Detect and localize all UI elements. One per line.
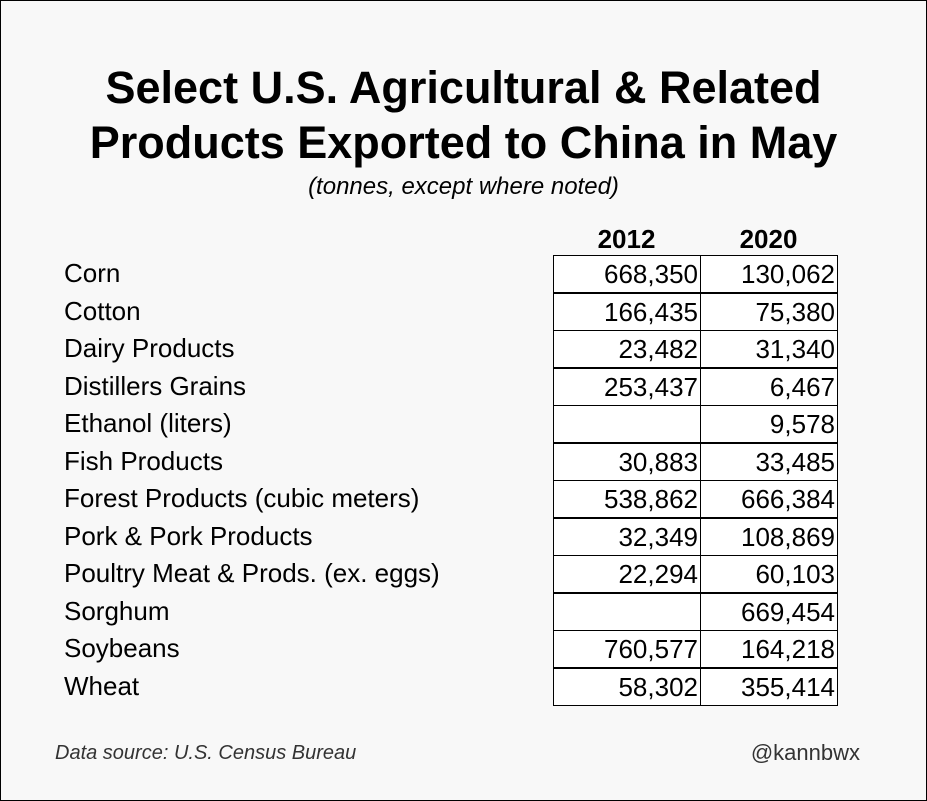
table-row-label: Pork & Pork Products: [64, 521, 313, 551]
table-cell-2020: 130,062: [700, 255, 838, 293]
table-cell-2012: 23,482: [553, 330, 701, 368]
table-cell-2020: 164,218: [700, 630, 838, 668]
table-cell-2020: 669,454: [700, 593, 838, 631]
table-row-label: Dairy Products: [64, 333, 235, 363]
table-row-label: Cotton: [64, 296, 141, 326]
table-cell-2012: [553, 593, 701, 631]
table-cell-2012: 253,437: [553, 368, 701, 406]
column-header-2020: 2020: [739, 224, 798, 254]
table-cell-2012: 166,435: [553, 293, 701, 331]
chart-title-line-2: Products Exported to China in May: [89, 117, 838, 168]
table-cell-2012: 668,350: [553, 255, 701, 293]
table-cell-2020: 6,467: [700, 368, 838, 406]
table-cell-2012: 538,862: [553, 480, 701, 518]
table-cell-2020: 355,414: [700, 668, 838, 706]
table-row-label: Ethanol (liters): [64, 408, 232, 438]
table-row-label: Forest Products (cubic meters): [64, 483, 420, 513]
table-cell-2020: 9,578: [700, 405, 838, 443]
table-cell-2012: 32,349: [553, 518, 701, 556]
chart-title-line-1: Select U.S. Agricultural & Related: [105, 62, 822, 113]
table-cell-2012: 58,302: [553, 668, 701, 706]
table-row-label: Fish Products: [64, 446, 223, 476]
column-header-2012: 2012: [597, 224, 656, 254]
table-row-label: Corn: [64, 258, 121, 288]
chart-subtitle: (tonnes, except where noted): [308, 173, 619, 200]
table-cell-2012: 22,294: [553, 555, 701, 593]
table-cell-2012: 30,883: [553, 443, 701, 481]
author-credit: @kannbwx: [750, 740, 860, 765]
table-cell-2020: 33,485: [700, 443, 838, 481]
table-row-label: Sorghum: [64, 596, 170, 626]
table-row-label: Wheat: [64, 671, 140, 701]
table-row-label: Poultry Meat & Prods. (ex. eggs): [64, 558, 440, 588]
table-cell-2012: 760,577: [553, 630, 701, 668]
data-source-note: Data source: U.S. Census Bureau: [55, 742, 357, 764]
table-row-label: Soybeans: [64, 633, 180, 663]
table-cell-2020: 108,869: [700, 518, 838, 556]
table-cell-2020: 666,384: [700, 480, 838, 518]
table-cell-2020: 75,380: [700, 293, 838, 331]
table-cell-2020: 60,103: [700, 555, 838, 593]
table-cell-2012: [553, 405, 701, 443]
table-cell-2020: 31,340: [700, 330, 838, 368]
table-row-label: Distillers Grains: [64, 371, 247, 401]
